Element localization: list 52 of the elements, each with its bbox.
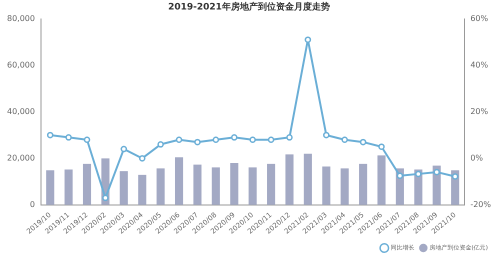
bar (359, 164, 368, 205)
bar (138, 174, 146, 205)
bar (304, 154, 312, 205)
y-tick-label: 20,000 (6, 153, 35, 162)
point (415, 170, 422, 178)
y2-tick-label: 20% (470, 106, 489, 116)
bar (267, 164, 276, 205)
bar (46, 170, 54, 205)
point (452, 173, 458, 180)
y2-tick-label: 40% (470, 60, 489, 70)
point (249, 136, 256, 143)
point (138, 155, 146, 162)
y-tick-label: 60,000 (6, 60, 35, 70)
point (304, 36, 312, 43)
bar (156, 168, 165, 205)
y-tick-label: 0 (30, 200, 35, 209)
point (286, 134, 293, 141)
bar (285, 154, 294, 205)
point (46, 132, 54, 138)
y2-tick-label: -20% (470, 200, 492, 209)
bar (322, 166, 330, 205)
bar (82, 164, 92, 205)
point (268, 136, 274, 143)
bar (340, 168, 349, 205)
bar (248, 167, 257, 205)
point (341, 136, 348, 143)
bar (230, 163, 238, 205)
bar (64, 170, 73, 205)
point (378, 143, 385, 150)
point (176, 136, 182, 143)
point (212, 136, 220, 143)
point (194, 138, 201, 146)
point (157, 141, 164, 148)
bar (120, 171, 128, 205)
point (120, 146, 128, 152)
point (396, 172, 404, 180)
point (102, 194, 109, 202)
chart-title: 2019-2021年房地产到位资金月度走势 (168, 2, 330, 13)
bar (174, 157, 184, 205)
point (360, 138, 366, 146)
y2-tick-label: 60% (470, 14, 489, 23)
bar (377, 155, 386, 205)
y-tick-label: 40,000 (6, 106, 35, 116)
point (433, 168, 440, 176)
y-tick-label: 80,000 (6, 14, 35, 23)
bar (212, 167, 220, 205)
point (231, 134, 238, 141)
point (323, 132, 330, 138)
y2-tick-label: 0% (470, 153, 484, 162)
point (65, 134, 72, 141)
point (84, 136, 90, 143)
bar (193, 164, 202, 205)
